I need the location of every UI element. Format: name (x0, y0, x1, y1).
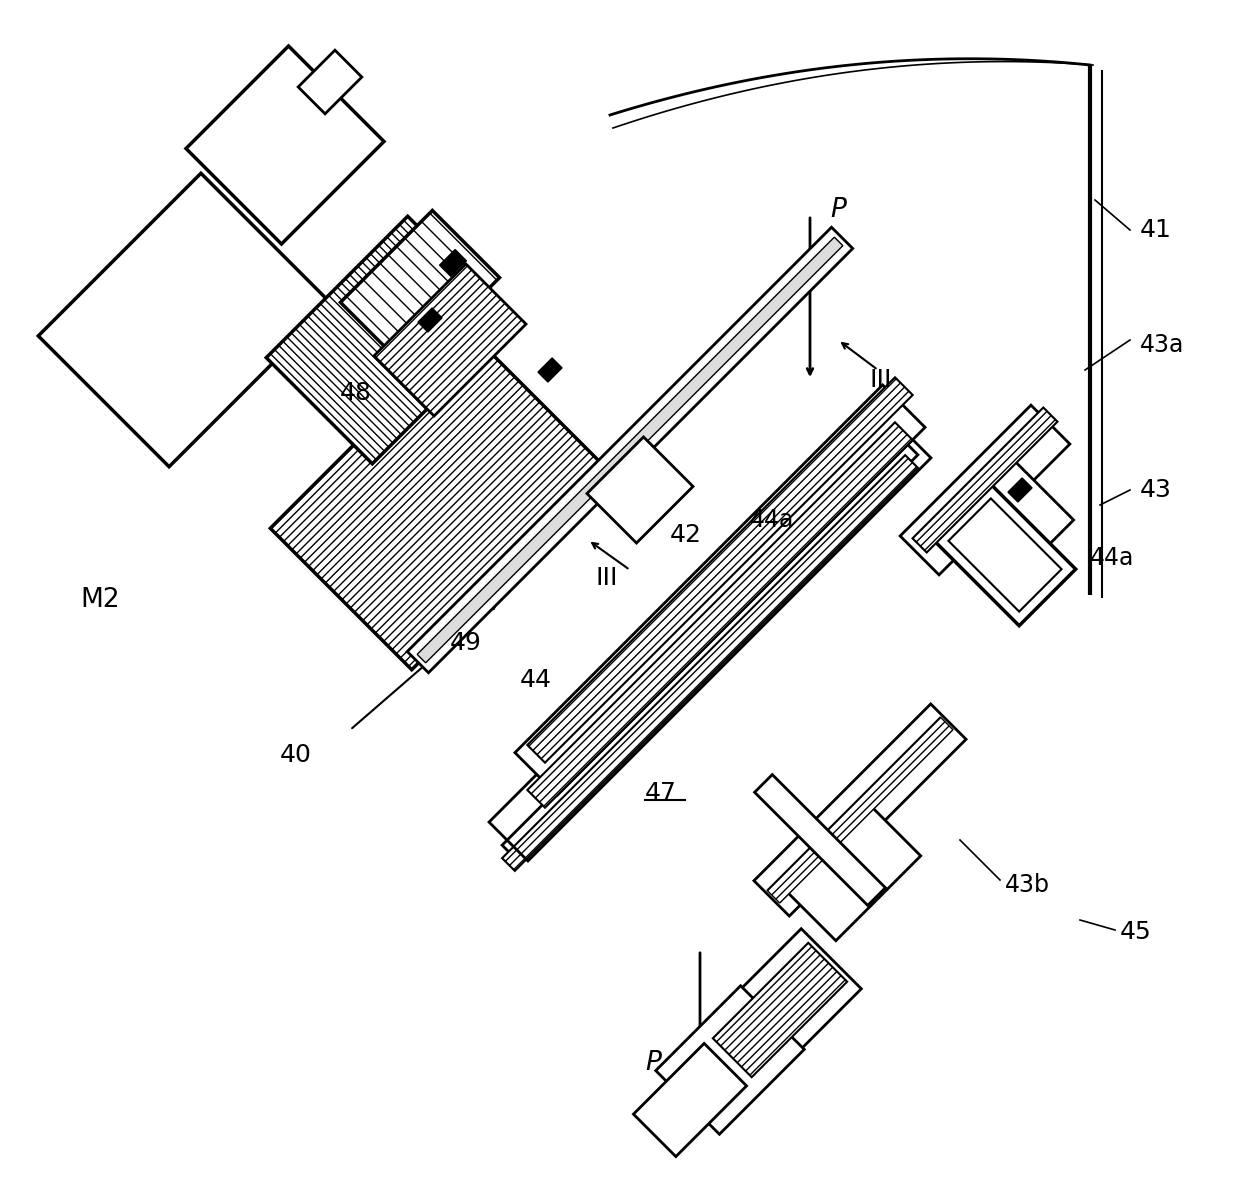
Text: 42: 42 (670, 523, 702, 547)
Text: P: P (645, 1051, 661, 1077)
Polygon shape (946, 457, 1074, 583)
Polygon shape (270, 330, 610, 670)
Text: 40: 40 (280, 743, 312, 767)
Polygon shape (754, 704, 966, 916)
Polygon shape (417, 237, 843, 662)
Text: M2: M2 (81, 587, 119, 613)
Text: 43: 43 (1140, 478, 1172, 502)
Polygon shape (634, 1043, 746, 1157)
Text: 43a: 43a (1140, 332, 1184, 357)
Polygon shape (186, 46, 384, 244)
Text: III: III (595, 565, 618, 590)
Polygon shape (934, 484, 1076, 626)
Polygon shape (900, 405, 1070, 575)
Text: 44a: 44a (750, 508, 795, 532)
Polygon shape (341, 211, 500, 369)
Polygon shape (587, 437, 693, 543)
Polygon shape (267, 216, 513, 464)
Polygon shape (298, 50, 362, 114)
Polygon shape (515, 384, 925, 795)
Polygon shape (949, 498, 1061, 612)
Text: III: III (870, 368, 893, 392)
Text: 47: 47 (645, 781, 677, 804)
Text: 43b: 43b (1004, 873, 1050, 897)
Polygon shape (1008, 478, 1032, 502)
Polygon shape (779, 800, 921, 940)
Polygon shape (713, 943, 847, 1078)
Text: 44: 44 (520, 668, 552, 692)
Text: 45: 45 (1120, 920, 1152, 944)
Polygon shape (374, 264, 526, 416)
Polygon shape (768, 717, 954, 903)
Polygon shape (418, 308, 441, 332)
Polygon shape (527, 422, 913, 808)
Polygon shape (502, 455, 918, 871)
Text: 44a: 44a (1090, 547, 1135, 570)
Polygon shape (698, 929, 862, 1091)
Polygon shape (913, 407, 1058, 552)
Polygon shape (439, 250, 466, 277)
Polygon shape (502, 442, 918, 858)
Polygon shape (407, 227, 853, 673)
Text: P: P (830, 198, 846, 224)
Polygon shape (755, 775, 885, 905)
Text: 48: 48 (340, 381, 372, 405)
Polygon shape (538, 358, 562, 382)
Text: 49: 49 (450, 631, 482, 655)
Polygon shape (527, 377, 913, 763)
Text: 41: 41 (1140, 218, 1172, 243)
Polygon shape (38, 173, 332, 467)
Polygon shape (656, 985, 805, 1134)
